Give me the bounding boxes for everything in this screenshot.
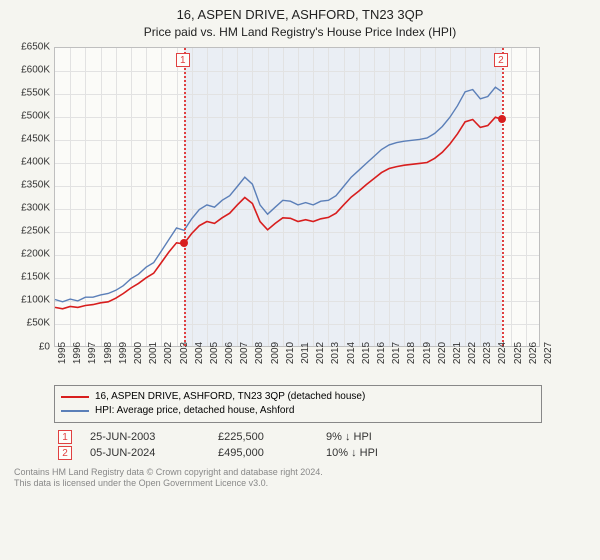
x-axis-label: 2027 [543, 341, 554, 363]
x-axis-label: 2022 [467, 341, 478, 363]
sale-marker-box: 1 [58, 430, 72, 444]
x-axis-label: 2017 [391, 341, 402, 363]
x-axis-label: 2015 [361, 341, 372, 363]
sale-row: 1 25-JUN-2003 £225,500 9% ↓ HPI [54, 429, 590, 445]
x-axis-label: 2004 [194, 341, 205, 363]
x-axis-label: 2023 [482, 341, 493, 363]
x-axis-label: 2025 [513, 341, 524, 363]
legend-item: 16, ASPEN DRIVE, ASHFORD, TN23 3QP (deta… [61, 390, 535, 404]
y-axis-label: £250K [10, 226, 50, 237]
x-axis-label: 2008 [254, 341, 265, 363]
x-axis-label: 2011 [300, 342, 311, 364]
x-axis-label: 2012 [315, 341, 326, 363]
x-axis-label: 2021 [452, 341, 463, 363]
chart-area: £0 £50K £100K £150K £200K £250K £300K £350K £400… [10, 47, 590, 381]
y-axis-label: £150K [10, 272, 50, 283]
sale-price: £225,500 [218, 431, 308, 443]
x-axis-label: 1998 [103, 341, 114, 363]
sale-date: 25-JUN-2003 [90, 431, 200, 443]
sale-hpi-delta: 9% ↓ HPI [326, 431, 416, 443]
footer-line: This data is licensed under the Open Gov… [14, 478, 586, 490]
y-axis-label: £0 [10, 341, 50, 352]
x-axis-label: 2024 [497, 341, 508, 363]
footer-attribution: Contains HM Land Registry data © Crown c… [10, 467, 590, 490]
x-axis-label: 2010 [285, 341, 296, 363]
legend-swatch [61, 410, 89, 412]
x-axis-label: 1995 [57, 341, 68, 363]
x-axis-label: 1996 [72, 341, 83, 363]
chart-title: 16, ASPEN DRIVE, ASHFORD, TN23 3QP [10, 6, 590, 24]
x-axis-label: 2020 [437, 341, 448, 363]
x-axis-label: 2003 [179, 341, 190, 363]
y-axis-label: £450K [10, 133, 50, 144]
x-axis-label: 2013 [330, 341, 341, 363]
y-axis-label: £600K [10, 64, 50, 75]
y-axis-label: £300K [10, 203, 50, 214]
legend-label: HPI: Average price, detached house, Ashf… [95, 404, 294, 418]
sale-dot [180, 239, 188, 247]
legend-label: 16, ASPEN DRIVE, ASHFORD, TN23 3QP (deta… [95, 390, 365, 404]
y-axis-label: £550K [10, 87, 50, 98]
y-axis-label: £500K [10, 110, 50, 121]
legend-item: HPI: Average price, detached house, Ashf… [61, 404, 535, 418]
sale-marker-box: 2 [494, 53, 508, 67]
sale-hpi-delta: 10% ↓ HPI [326, 447, 416, 459]
y-axis-label: £200K [10, 249, 50, 260]
series-hpi [55, 87, 502, 302]
y-axis-label: £100K [10, 295, 50, 306]
plot-area [54, 47, 540, 347]
y-axis-label: £650K [10, 41, 50, 52]
x-axis-label: 2007 [239, 341, 250, 363]
x-axis-label: 2014 [346, 341, 357, 363]
x-axis-label: 2006 [224, 341, 235, 363]
x-axis-label: 2026 [528, 341, 539, 363]
y-axis-label: £50K [10, 318, 50, 329]
sale-date: 05-JUN-2024 [90, 447, 200, 459]
sale-vline [502, 48, 504, 346]
sale-row: 2 05-JUN-2024 £495,000 10% ↓ HPI [54, 445, 590, 461]
legend-swatch [61, 396, 89, 398]
x-axis-label: 2005 [209, 341, 220, 363]
chart-subtitle: Price paid vs. HM Land Registry's House … [10, 25, 590, 39]
x-axis-label: 2001 [148, 341, 159, 363]
sales-table: 1 25-JUN-2003 £225,500 9% ↓ HPI 2 05-JUN-2024… [54, 429, 590, 461]
sale-marker-box: 2 [58, 446, 72, 460]
x-axis-label: 2000 [133, 341, 144, 363]
legend: 16, ASPEN DRIVE, ASHFORD, TN23 3QP (deta… [54, 385, 542, 423]
x-axis-label: 2009 [270, 341, 281, 363]
series-property [55, 117, 502, 309]
y-axis-label: £400K [10, 156, 50, 167]
y-axis-label: £350K [10, 180, 50, 191]
x-axis-label: 2002 [163, 341, 174, 363]
x-axis-label: 1997 [87, 341, 98, 363]
sale-marker-box: 1 [176, 53, 190, 67]
x-axis-label: 2019 [422, 341, 433, 363]
line-series-svg [55, 48, 539, 346]
x-axis-label: 2018 [406, 341, 417, 363]
x-axis-label: 1999 [118, 341, 129, 363]
footer-line: Contains HM Land Registry data © Crown c… [14, 467, 586, 479]
x-axis-label: 2016 [376, 341, 387, 363]
sale-price: £495,000 [218, 447, 308, 459]
sale-vline [184, 48, 186, 346]
sale-dot [498, 115, 506, 123]
